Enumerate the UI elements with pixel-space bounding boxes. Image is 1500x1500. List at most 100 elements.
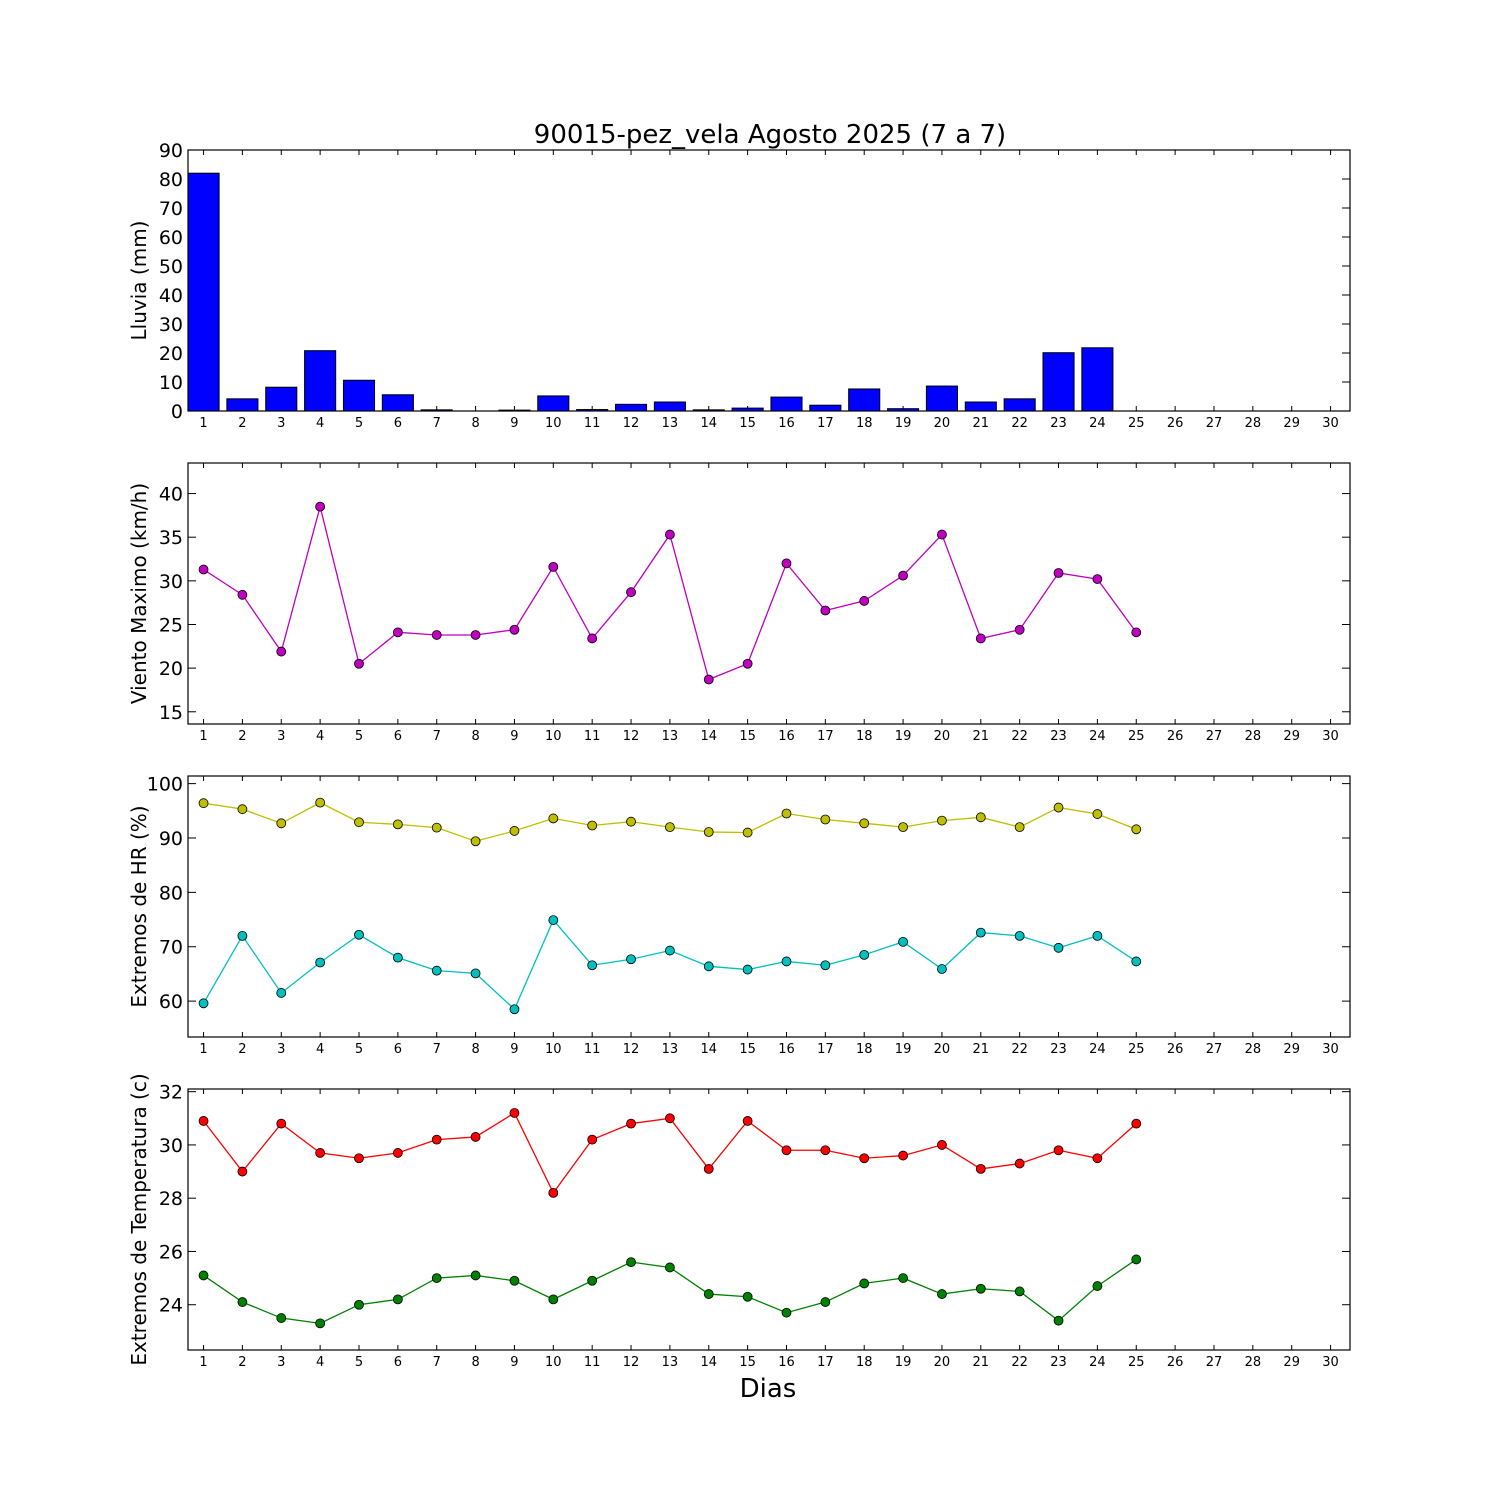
series-point [431,822,442,833]
x-tick-label: 23 [1050,416,1067,431]
series-point [820,960,831,971]
x-tick-label: 18 [856,1355,873,1370]
series-point [509,1275,520,1286]
x-tick-label: 26 [1167,416,1184,431]
y-tick-label: 35 [159,527,183,549]
x-tick-label: 24 [1089,1355,1106,1370]
y-tick-label: 20 [159,658,183,680]
series-point [198,798,209,809]
y-tick-label: 70 [159,198,183,220]
x-tick-label: 18 [856,729,873,744]
rain-bar [848,388,881,412]
x-tick-label: 27 [1206,729,1223,744]
series-point [626,1118,636,1129]
x-tick-label: 27 [1206,1355,1223,1370]
x-tick-label: 14 [700,729,717,744]
x-tick-label: 15 [739,416,756,431]
y-tick-label: 30 [159,571,183,593]
x-tick-label: 28 [1245,416,1262,431]
x-tick-label: 4 [316,1042,324,1057]
series-point [509,624,520,635]
series-point [742,964,753,975]
x-tick-label: 29 [1283,416,1300,431]
series-point [703,961,714,972]
series-point [509,826,520,836]
series-point [276,988,287,998]
x-tick-label: 10 [545,729,562,744]
series-point [392,819,403,830]
rain-bar [770,396,803,412]
x-tick-label: 11 [584,729,601,744]
series-point [975,927,986,938]
series-point [626,587,636,598]
series-point [470,836,481,847]
series-point [431,1273,442,1283]
x-tick-label: 2 [238,1355,246,1370]
series-point [1014,624,1025,635]
x-tick-label: 9 [510,1042,518,1057]
series-point [1131,824,1142,835]
series-point [664,1262,675,1273]
series-point [237,1297,248,1307]
x-tick-label: 20 [934,1355,951,1370]
x-tick-label: 5 [355,1042,363,1057]
rain-bar [187,172,220,412]
rain-bar [809,404,842,412]
x-tick-label: 19 [895,1355,912,1370]
series-point [859,949,870,960]
y-axis-label: Viento Maximo (km/h) [127,483,151,704]
x-tick-label: 16 [778,729,795,744]
x-tick-label: 17 [817,1042,834,1057]
x-tick-label: 4 [316,1355,324,1370]
x-tick-label: 26 [1167,1355,1184,1370]
series-point [975,1163,986,1174]
x-tick-label: 10 [545,1042,562,1057]
x-tick-label: 30 [1322,416,1339,431]
x-tick-label: 9 [510,1355,518,1370]
series-point [820,1145,831,1156]
series-point [1092,574,1103,584]
series-point [276,1313,287,1323]
series-point [703,827,714,837]
series-point [742,1116,753,1126]
x-tick-label: 21 [973,729,990,744]
chart-panel-humidity: 1 2 3 4 5 6 7 8 9 10 11 12 13 14 15 16 17 18 19 20 21 22 23 24 2… [127,774,1351,1057]
rain-bar [692,409,725,412]
x-tick-label: 28 [1245,1042,1262,1057]
series-point [392,1294,403,1305]
x-tick-label: 3 [277,1355,285,1370]
x-tick-label: 19 [895,416,912,431]
plot-frame [187,462,1351,725]
series-point [548,1187,559,1198]
series-point [664,529,675,540]
series-point [1092,930,1103,941]
x-tick-label: 8 [471,1042,479,1057]
series-point [1131,1118,1142,1129]
series-point [431,965,442,976]
x-tick-label: 4 [316,729,324,744]
x-tick-label: 23 [1050,1042,1067,1057]
x-tick-label: 16 [778,1042,795,1057]
x-tick-label: 14 [700,1355,717,1370]
y-tick-label: 15 [159,702,183,724]
series-point [315,1148,326,1158]
x-tick-label: 23 [1050,729,1067,744]
x-tick-label: 13 [662,1042,679,1057]
x-tick-label: 15 [739,1042,756,1057]
series-point [276,646,287,657]
x-tick-label: 22 [1011,729,1028,744]
x-tick-label: 24 [1089,729,1106,744]
series-point [548,813,559,824]
x-tick-label: 12 [623,1042,640,1057]
series-point [198,1270,209,1281]
series-point [587,820,598,831]
rain-bar [381,394,414,412]
series-point [1053,802,1064,813]
series-point [781,808,792,819]
y-tick-label: 60 [159,991,183,1013]
rain-bar [1042,352,1075,412]
plot-frame [187,775,1351,1038]
x-axis-label: Dias [740,1374,797,1404]
x-tick-label: 28 [1245,729,1262,744]
series-point [664,1113,675,1124]
